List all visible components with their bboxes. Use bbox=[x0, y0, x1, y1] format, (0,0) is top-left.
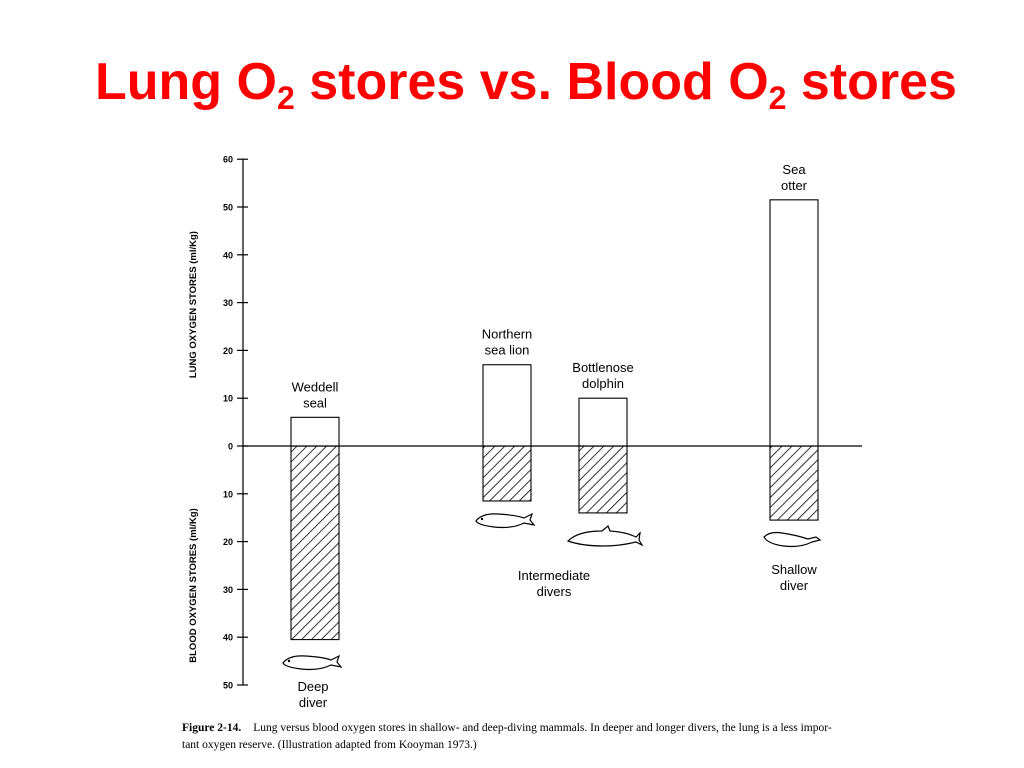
group-label: diver bbox=[780, 578, 809, 593]
upper-axis-title: LUNG OXYGEN STORES (ml/Kg) bbox=[188, 231, 199, 378]
sea-otter-icon bbox=[763, 531, 822, 548]
group-label: divers bbox=[537, 584, 572, 599]
title-part-3: stores bbox=[786, 53, 957, 111]
dolphin-icon bbox=[566, 525, 644, 547]
caption-line-2: tant oxygen reserve. (Illustration adapt… bbox=[182, 739, 477, 751]
category-label: Sea bbox=[782, 162, 806, 177]
category-label: sea lion bbox=[485, 343, 530, 358]
blood-bar bbox=[290, 445, 340, 641]
weddell-seal-icon bbox=[282, 654, 343, 671]
lower-axis-tick-label: 20 bbox=[223, 537, 233, 547]
group-label: diver bbox=[299, 695, 328, 710]
blood-bar bbox=[769, 445, 819, 521]
group-label: Shallow bbox=[771, 562, 817, 577]
upper-axis-tick-label: 20 bbox=[223, 346, 233, 356]
lung-bar bbox=[482, 364, 532, 447]
upper-axis-tick-label: 40 bbox=[223, 250, 233, 260]
caption-line-1: Lung versus blood oxygen stores in shall… bbox=[253, 722, 832, 734]
upper-axis-tick-label: 10 bbox=[223, 394, 233, 404]
category-label: Weddell bbox=[292, 379, 339, 394]
title-subscript-2: 2 bbox=[768, 80, 787, 116]
blood-bar bbox=[482, 445, 532, 502]
lower-axis-tick-label: 40 bbox=[223, 633, 233, 643]
blood-bar bbox=[578, 445, 628, 514]
lower-axis-tick-label: 10 bbox=[223, 489, 233, 499]
figure-label: Figure 2-14. bbox=[182, 722, 242, 734]
title-part-1: Lung O bbox=[95, 53, 277, 111]
lung-bar bbox=[578, 397, 628, 447]
figure-caption: Figure 2-14. Lung versus blood oxygen sto… bbox=[182, 720, 882, 754]
category-label: Bottlenose bbox=[572, 360, 633, 375]
weddell-seal-icon-eye bbox=[287, 659, 291, 663]
upper-axis-tick-label: 0 bbox=[228, 442, 233, 452]
lower-axis-title: BLOOD OXYGEN STORES (ml/Kg) bbox=[188, 508, 199, 662]
lung-bar bbox=[290, 416, 340, 447]
title-subscript-1: 2 bbox=[276, 80, 295, 116]
group-label: Deep bbox=[297, 679, 328, 694]
category-label: Northern bbox=[482, 327, 533, 342]
category-label: dolphin bbox=[582, 376, 624, 391]
sea-lion-icon-eye bbox=[480, 517, 484, 521]
category-label: seal bbox=[303, 395, 327, 410]
upper-axis-tick-label: 30 bbox=[223, 298, 233, 308]
slide-title: Lung O2 stores vs. Blood O2 stores bbox=[0, 52, 1024, 117]
lung-bar bbox=[769, 199, 819, 447]
lower-axis-tick-label: 30 bbox=[223, 585, 233, 595]
sea-lion-icon bbox=[475, 512, 536, 529]
category-label: otter bbox=[781, 178, 808, 193]
upper-axis-tick-label: 60 bbox=[223, 155, 233, 165]
oxygen-stores-chart: 0 10 20 30 40 50 60 10 20 30 40 50 LUNG OXYGEN STORE… bbox=[188, 155, 862, 710]
upper-axis-tick-label: 50 bbox=[223, 203, 233, 213]
title-part-2: stores vs. Blood O bbox=[294, 53, 769, 111]
lower-axis-tick-label: 50 bbox=[223, 681, 233, 691]
group-label: Intermediate bbox=[518, 568, 590, 583]
